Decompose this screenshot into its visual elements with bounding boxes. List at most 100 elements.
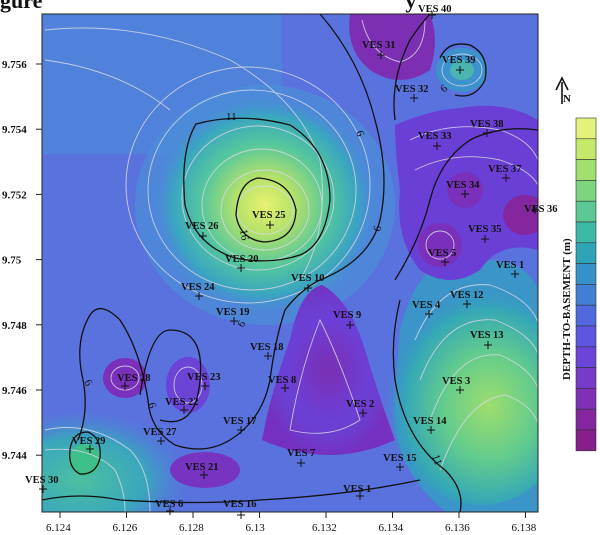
legend-swatch <box>575 117 597 140</box>
station-label: VES 40 <box>418 4 452 15</box>
legend-swatch <box>575 221 597 244</box>
ves-station: VES 17 <box>223 416 257 434</box>
ves-station: VES 31 <box>362 40 396 59</box>
station-cross-icon <box>86 445 94 453</box>
station-cross-icon <box>428 11 436 19</box>
station-label: VES 7 <box>287 448 315 459</box>
station-cross-icon <box>237 264 245 272</box>
station-cross-icon <box>425 310 433 318</box>
station-cross-icon <box>199 232 207 240</box>
station-label: VES 10 <box>291 273 325 284</box>
x-tick-label: 6.132 <box>312 522 337 534</box>
station-cross-icon <box>456 386 464 394</box>
station-label: VES 9 <box>333 310 361 321</box>
station-cross-icon <box>427 426 435 434</box>
contour-labels: 6 6 11 16 6 6 6 6 11 <box>81 82 450 467</box>
station-label: VES 33 <box>418 131 452 142</box>
station-label: VES 1 <box>343 484 371 495</box>
station-label: VES 26 <box>185 221 219 232</box>
ves-station: VES 37 <box>488 164 522 182</box>
ves-station: VES 10 <box>291 273 325 292</box>
x-tick-label: 6.13 <box>246 522 266 534</box>
station-cross-icon <box>377 51 385 59</box>
legend-swatch <box>575 429 597 452</box>
station-cross-icon <box>180 406 188 414</box>
ves-station: VES 15 <box>383 453 417 471</box>
station-cross-icon <box>456 66 464 74</box>
station-label: VES 39 <box>442 55 476 66</box>
y-tick-label: 9.748 <box>2 320 27 332</box>
x-tick-label: 6.124 <box>46 522 71 534</box>
station-label: VES 37 <box>488 164 522 175</box>
ves-stations: VES 40 VES 31 VES 39 VES 32 VES 38 VES 33 VES … <box>25 4 558 519</box>
ves-station: VES 32 <box>395 84 429 102</box>
ves-station: VES 7 <box>287 448 315 467</box>
station-label: VES 24 <box>181 282 215 293</box>
station-cross-icon <box>396 463 404 471</box>
x-tick-label: 6.126 <box>113 522 138 534</box>
station-label: VES 1 <box>496 260 524 271</box>
x-tick-label: 6.136 <box>445 522 470 534</box>
y-tick-label: 9.75 <box>2 255 22 267</box>
station-label: VES 31 <box>362 40 396 51</box>
station-label: VES 25 <box>252 210 286 221</box>
station-label: VES 23 <box>187 372 221 383</box>
ves-station: VES 19 <box>216 307 250 325</box>
ves-station: VES 25 <box>252 210 286 229</box>
legend-swatch <box>575 263 597 285</box>
legend-swatch <box>575 388 597 410</box>
ves-station: VES 34 <box>446 180 480 198</box>
ves-station: VES 13 <box>470 330 504 349</box>
station-cross-icon <box>166 507 174 515</box>
station-cross-icon <box>39 485 47 493</box>
station-label: VES 16 <box>223 499 257 510</box>
station-label: VES 2 <box>346 399 374 410</box>
station-cross-icon <box>237 426 245 434</box>
station-label: VES 36 <box>524 204 558 215</box>
station-cross-icon <box>281 384 289 392</box>
station-cross-icon <box>531 206 539 214</box>
ves-station: VES 6 <box>155 499 183 515</box>
contour-label: 6 <box>81 378 94 389</box>
ves-station: VES 3 <box>442 376 470 394</box>
station-label: VES 38 <box>470 119 504 130</box>
contour-label: 16 <box>237 228 251 241</box>
station-cross-icon <box>461 190 469 198</box>
station-cross-icon <box>441 258 449 266</box>
station-label: VES 22 <box>165 397 199 408</box>
y-tick-label: 9.744 <box>2 450 27 462</box>
legend-swatch <box>575 138 597 160</box>
legend-swatch <box>575 200 597 223</box>
station-label: VES 12 <box>450 290 484 301</box>
legend-swatch <box>575 180 597 202</box>
ves-station: VES 36 <box>524 204 558 215</box>
legend-swatch <box>575 242 597 264</box>
y-axis-ticks: 9.756 9.754 9.752 9.75 9.748 9.746 9.744 <box>2 59 42 462</box>
station-label: VES 17 <box>223 416 257 427</box>
station-label: VES 30 <box>25 475 59 486</box>
station-cross-icon <box>463 300 471 308</box>
ves-station: VES 9 <box>333 310 361 329</box>
north-label: N <box>563 93 571 105</box>
x-tick-label: 6.134 <box>379 522 404 534</box>
legend-swatch <box>575 159 597 181</box>
north-arrow-icon: N <box>555 76 571 105</box>
legend-swatch <box>575 284 597 306</box>
contour-label: 11 <box>429 453 444 467</box>
station-cross-icon <box>200 471 208 479</box>
ves-station: VES 18 <box>250 342 284 360</box>
figure-title-fragment: gure y <box>0 0 417 13</box>
station-label: VES 6 <box>155 499 183 510</box>
ves-station: VES 28 <box>117 373 151 390</box>
station-cross-icon <box>410 94 418 102</box>
legend-swatch <box>575 325 597 348</box>
ves-station: VES 27 <box>143 427 177 445</box>
station-cross-icon <box>484 341 492 349</box>
ves-station: VES 12 <box>450 290 484 308</box>
station-cross-icon <box>264 352 272 360</box>
station-label: VES 34 <box>446 180 480 191</box>
ves-station: VES 1 <box>496 260 524 278</box>
station-label: VES 14 <box>413 416 447 427</box>
station-cross-icon <box>359 409 367 417</box>
